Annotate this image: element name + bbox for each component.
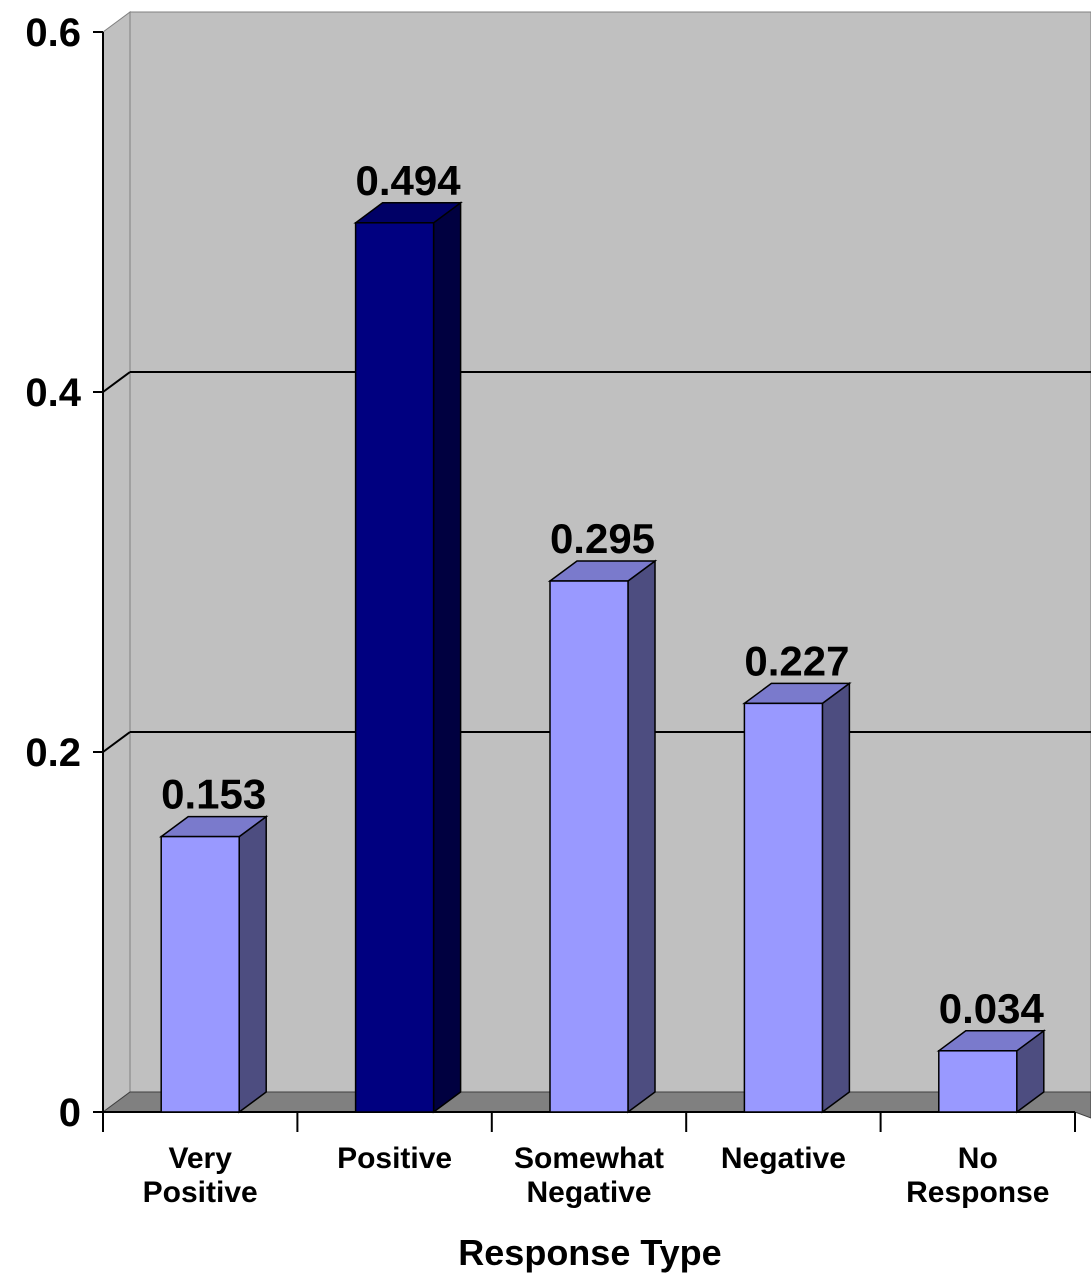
data-label: 0.034 xyxy=(939,985,1045,1032)
bar-face xyxy=(743,702,824,1113)
bars xyxy=(158,201,1047,1114)
side-wall xyxy=(102,11,131,1113)
bar-face xyxy=(160,835,240,1113)
data-label: 0.295 xyxy=(550,515,655,562)
bar xyxy=(353,201,463,1114)
bar xyxy=(936,1029,1047,1114)
bar xyxy=(547,559,658,1114)
bar-side xyxy=(627,559,656,1114)
x-tick-label-line: No xyxy=(958,1142,998,1175)
bar xyxy=(158,815,269,1114)
bar-face xyxy=(938,1050,1018,1113)
bar-side xyxy=(432,201,462,1114)
x-tick-label: No Response xyxy=(906,1142,1049,1209)
x-tick-label-line: Response xyxy=(906,1176,1049,1209)
x-tick-label: Negative xyxy=(721,1142,846,1175)
data-label: 0.227 xyxy=(744,637,849,684)
x-tick-label-line: Negative xyxy=(721,1142,846,1175)
y-tick-label: 0.2 xyxy=(25,731,81,775)
x-tick-label: Positive xyxy=(337,1142,452,1175)
gridline-diagonal xyxy=(102,371,131,393)
x-tick-label: Very Positive xyxy=(143,1142,258,1209)
y-tick-label: 0.6 xyxy=(25,11,81,55)
bar-face xyxy=(549,580,629,1113)
bar xyxy=(742,681,852,1114)
bar-face xyxy=(354,222,435,1113)
x-tick-label: Somewhat Negative xyxy=(514,1142,664,1209)
x-tick-label-line: Negative xyxy=(526,1176,651,1209)
data-label: 0.153 xyxy=(161,771,266,818)
bar-side xyxy=(821,681,851,1114)
x-tick-label-line: Positive xyxy=(337,1142,452,1175)
x-tick-label-line: Very xyxy=(168,1142,232,1175)
labels: 0.153 0.494 0.295 0.227 0.034 xyxy=(161,157,1044,1032)
gridline-diagonal xyxy=(102,731,131,753)
x-tick-label-line: Positive xyxy=(143,1176,258,1209)
data-label: 0.494 xyxy=(356,157,462,204)
y-tick-label: 0.4 xyxy=(25,371,81,415)
x-tick-label-line: Somewhat xyxy=(514,1142,664,1175)
bar-side xyxy=(238,815,267,1114)
y-tick-label: 0 xyxy=(59,1091,81,1135)
x-axis-title: Response Type xyxy=(458,1232,721,1273)
